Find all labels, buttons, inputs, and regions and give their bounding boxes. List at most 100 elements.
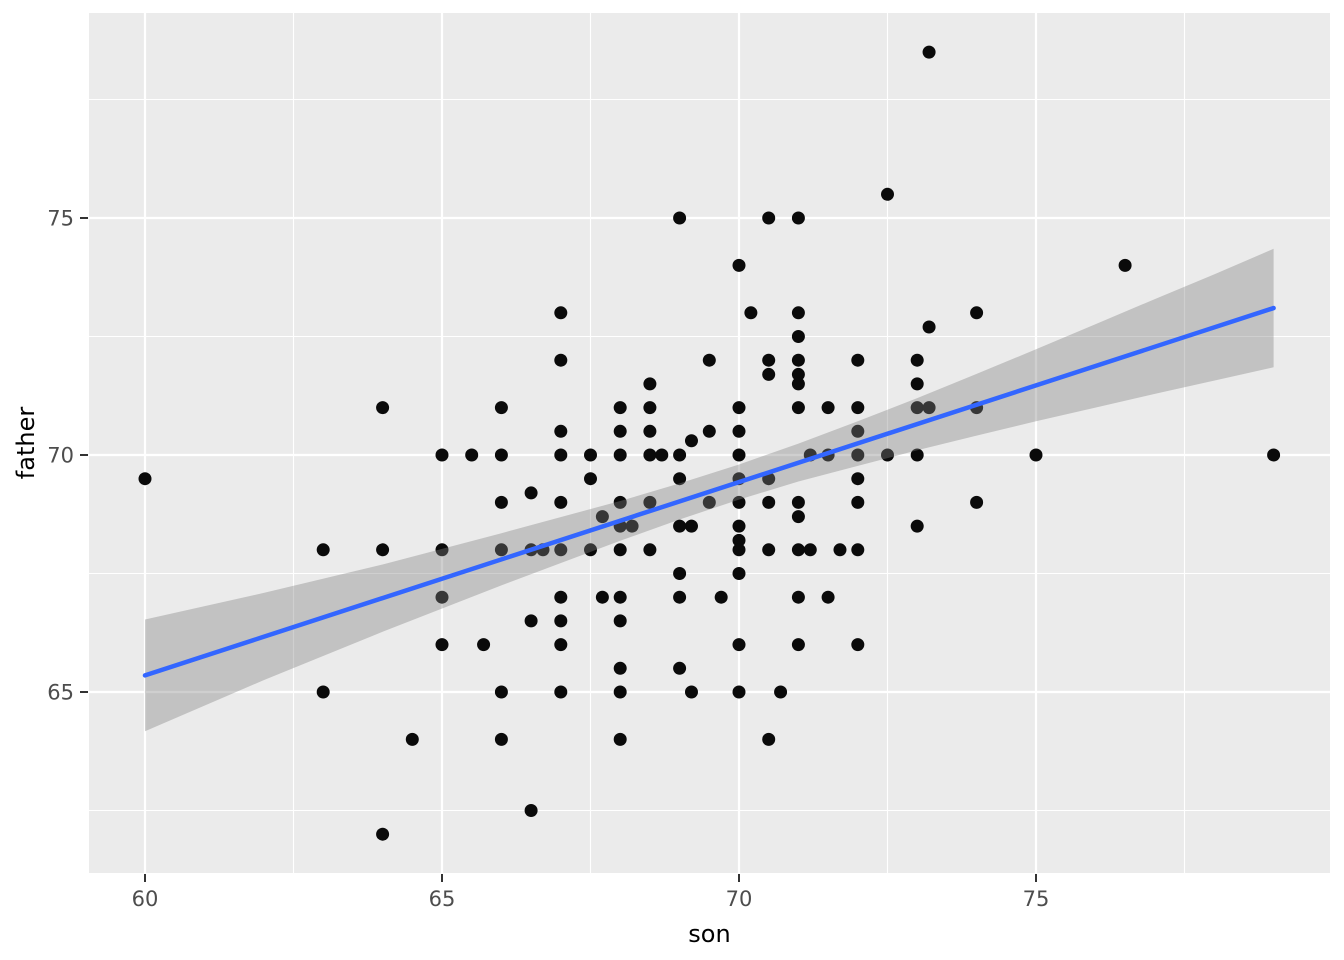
data-point bbox=[655, 448, 669, 462]
data-point bbox=[732, 258, 746, 272]
data-point bbox=[673, 448, 687, 462]
data-point bbox=[613, 614, 627, 628]
data-point bbox=[494, 401, 508, 415]
data-point bbox=[643, 424, 657, 438]
data-point bbox=[554, 424, 568, 438]
data-point bbox=[732, 638, 746, 652]
data-point bbox=[643, 543, 657, 557]
data-point bbox=[673, 472, 687, 486]
data-point bbox=[732, 424, 746, 438]
data-point bbox=[554, 590, 568, 604]
data-point bbox=[910, 401, 924, 415]
data-point bbox=[821, 590, 835, 604]
data-point bbox=[613, 495, 627, 509]
data-point bbox=[494, 495, 508, 509]
data-point bbox=[732, 533, 746, 547]
y-tick-label: 65 bbox=[47, 681, 74, 705]
data-point bbox=[595, 590, 609, 604]
data-point bbox=[910, 377, 924, 391]
data-point bbox=[744, 306, 758, 320]
data-point bbox=[970, 306, 984, 320]
data-point bbox=[316, 543, 330, 557]
data-point bbox=[851, 448, 865, 462]
data-point bbox=[643, 377, 657, 391]
data-point bbox=[1029, 448, 1043, 462]
data-point bbox=[376, 827, 390, 841]
data-point bbox=[1118, 258, 1132, 272]
data-point bbox=[791, 211, 805, 225]
data-point bbox=[1267, 448, 1281, 462]
data-point bbox=[851, 401, 865, 415]
data-point bbox=[584, 543, 597, 557]
panel-background bbox=[89, 13, 1330, 873]
data-point bbox=[791, 638, 805, 652]
y-tick-label: 75 bbox=[47, 207, 74, 231]
data-point bbox=[554, 685, 568, 699]
data-point bbox=[791, 306, 805, 320]
data-point bbox=[702, 495, 716, 509]
data-point bbox=[762, 353, 776, 367]
data-point bbox=[791, 590, 805, 604]
data-point bbox=[554, 638, 568, 652]
data-point bbox=[732, 495, 746, 509]
y-axis-title: father bbox=[12, 407, 40, 480]
data-point bbox=[732, 448, 746, 462]
data-point bbox=[821, 401, 835, 415]
data-point bbox=[851, 495, 865, 509]
data-point bbox=[554, 614, 568, 628]
data-point bbox=[910, 353, 924, 367]
data-point bbox=[762, 367, 776, 381]
data-point bbox=[762, 495, 776, 509]
data-point bbox=[138, 472, 152, 486]
data-point bbox=[851, 543, 865, 557]
data-point bbox=[316, 685, 330, 699]
data-point bbox=[851, 353, 865, 367]
x-tick-label: 65 bbox=[429, 887, 456, 911]
data-point bbox=[791, 330, 805, 343]
data-point bbox=[762, 543, 776, 557]
data-point bbox=[774, 685, 788, 699]
data-point bbox=[477, 638, 491, 652]
data-point bbox=[435, 638, 449, 652]
data-point bbox=[494, 448, 508, 462]
data-point bbox=[702, 424, 716, 438]
data-point bbox=[554, 495, 568, 509]
regression-line bbox=[142, 305, 1276, 678]
data-point bbox=[684, 519, 698, 533]
data-point bbox=[910, 519, 924, 533]
data-point bbox=[494, 685, 508, 699]
data-point bbox=[803, 543, 817, 557]
data-point bbox=[643, 401, 657, 415]
data-point bbox=[762, 211, 776, 225]
data-point bbox=[673, 519, 687, 533]
data-point bbox=[435, 590, 449, 604]
data-point bbox=[732, 519, 746, 533]
data-point bbox=[684, 685, 698, 699]
data-point bbox=[684, 434, 698, 448]
data-point bbox=[673, 567, 687, 580]
data-point bbox=[613, 424, 627, 438]
data-point bbox=[405, 732, 419, 746]
data-point bbox=[791, 401, 805, 415]
data-point bbox=[922, 401, 936, 415]
data-point bbox=[595, 510, 609, 524]
data-point bbox=[791, 353, 805, 367]
data-point bbox=[465, 448, 479, 462]
x-tick-label: 70 bbox=[726, 887, 753, 911]
data-point bbox=[762, 732, 776, 746]
data-point bbox=[554, 306, 568, 320]
data-point bbox=[851, 472, 865, 486]
data-point bbox=[970, 495, 984, 509]
data-point bbox=[791, 377, 805, 391]
data-point bbox=[613, 543, 627, 557]
data-point bbox=[833, 543, 847, 557]
data-point bbox=[554, 353, 568, 367]
data-point bbox=[714, 590, 728, 604]
data-point bbox=[613, 732, 627, 746]
data-point bbox=[881, 448, 894, 462]
data-point bbox=[435, 448, 449, 462]
data-point bbox=[732, 567, 746, 580]
data-point bbox=[584, 448, 597, 462]
